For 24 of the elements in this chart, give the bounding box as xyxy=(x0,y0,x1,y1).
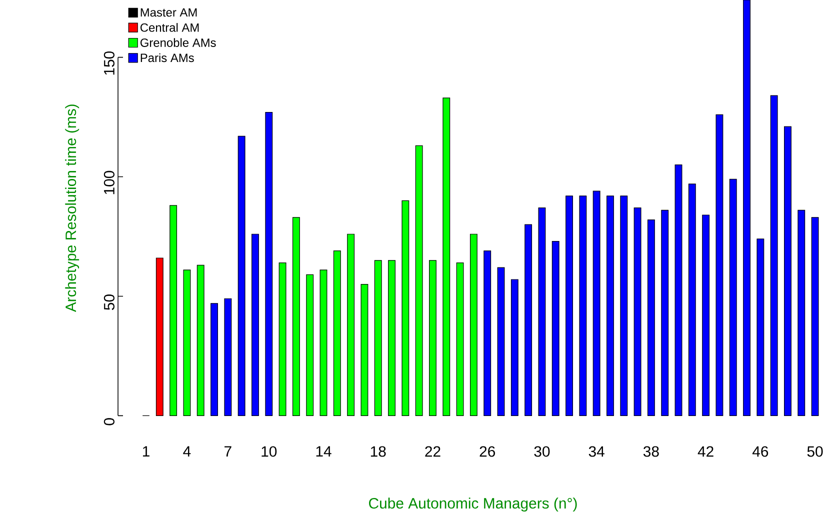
x-tick-label: 30 xyxy=(534,446,550,457)
x-tick-label: 46 xyxy=(752,446,768,457)
y-axis-title: Archetype Resolution time (ms) xyxy=(65,104,80,312)
x-tick-label: 34 xyxy=(588,446,604,457)
y-tick-label: 100 xyxy=(104,170,114,194)
legend-label: Central AM xyxy=(140,23,199,32)
y-tick-label: 50 xyxy=(104,294,114,310)
x-tick-label: 22 xyxy=(425,446,440,457)
x-tick-label: 38 xyxy=(643,446,659,457)
x-tick-label: 42 xyxy=(698,446,714,457)
legend-label: Grenoble AMs xyxy=(140,38,216,47)
legend-label: Master AM xyxy=(140,8,197,17)
y-tick-label: 0 xyxy=(104,418,114,426)
x-tick-label: 18 xyxy=(370,446,386,457)
x-tick-label: 10 xyxy=(262,446,277,457)
x-tick-label: 1 xyxy=(142,446,150,456)
legend-label: Paris AMs xyxy=(140,53,194,62)
x-tick-label: 26 xyxy=(480,446,495,457)
x-tick-label: 4 xyxy=(183,446,191,456)
x-axis-title: Cube Autonomic Managers (n°) xyxy=(369,498,577,512)
x-tick-label: 7 xyxy=(224,446,232,456)
x-tick-label: 50 xyxy=(807,446,823,457)
y-tick-label: 150 xyxy=(104,51,114,75)
x-tick-label: 14 xyxy=(316,446,332,456)
